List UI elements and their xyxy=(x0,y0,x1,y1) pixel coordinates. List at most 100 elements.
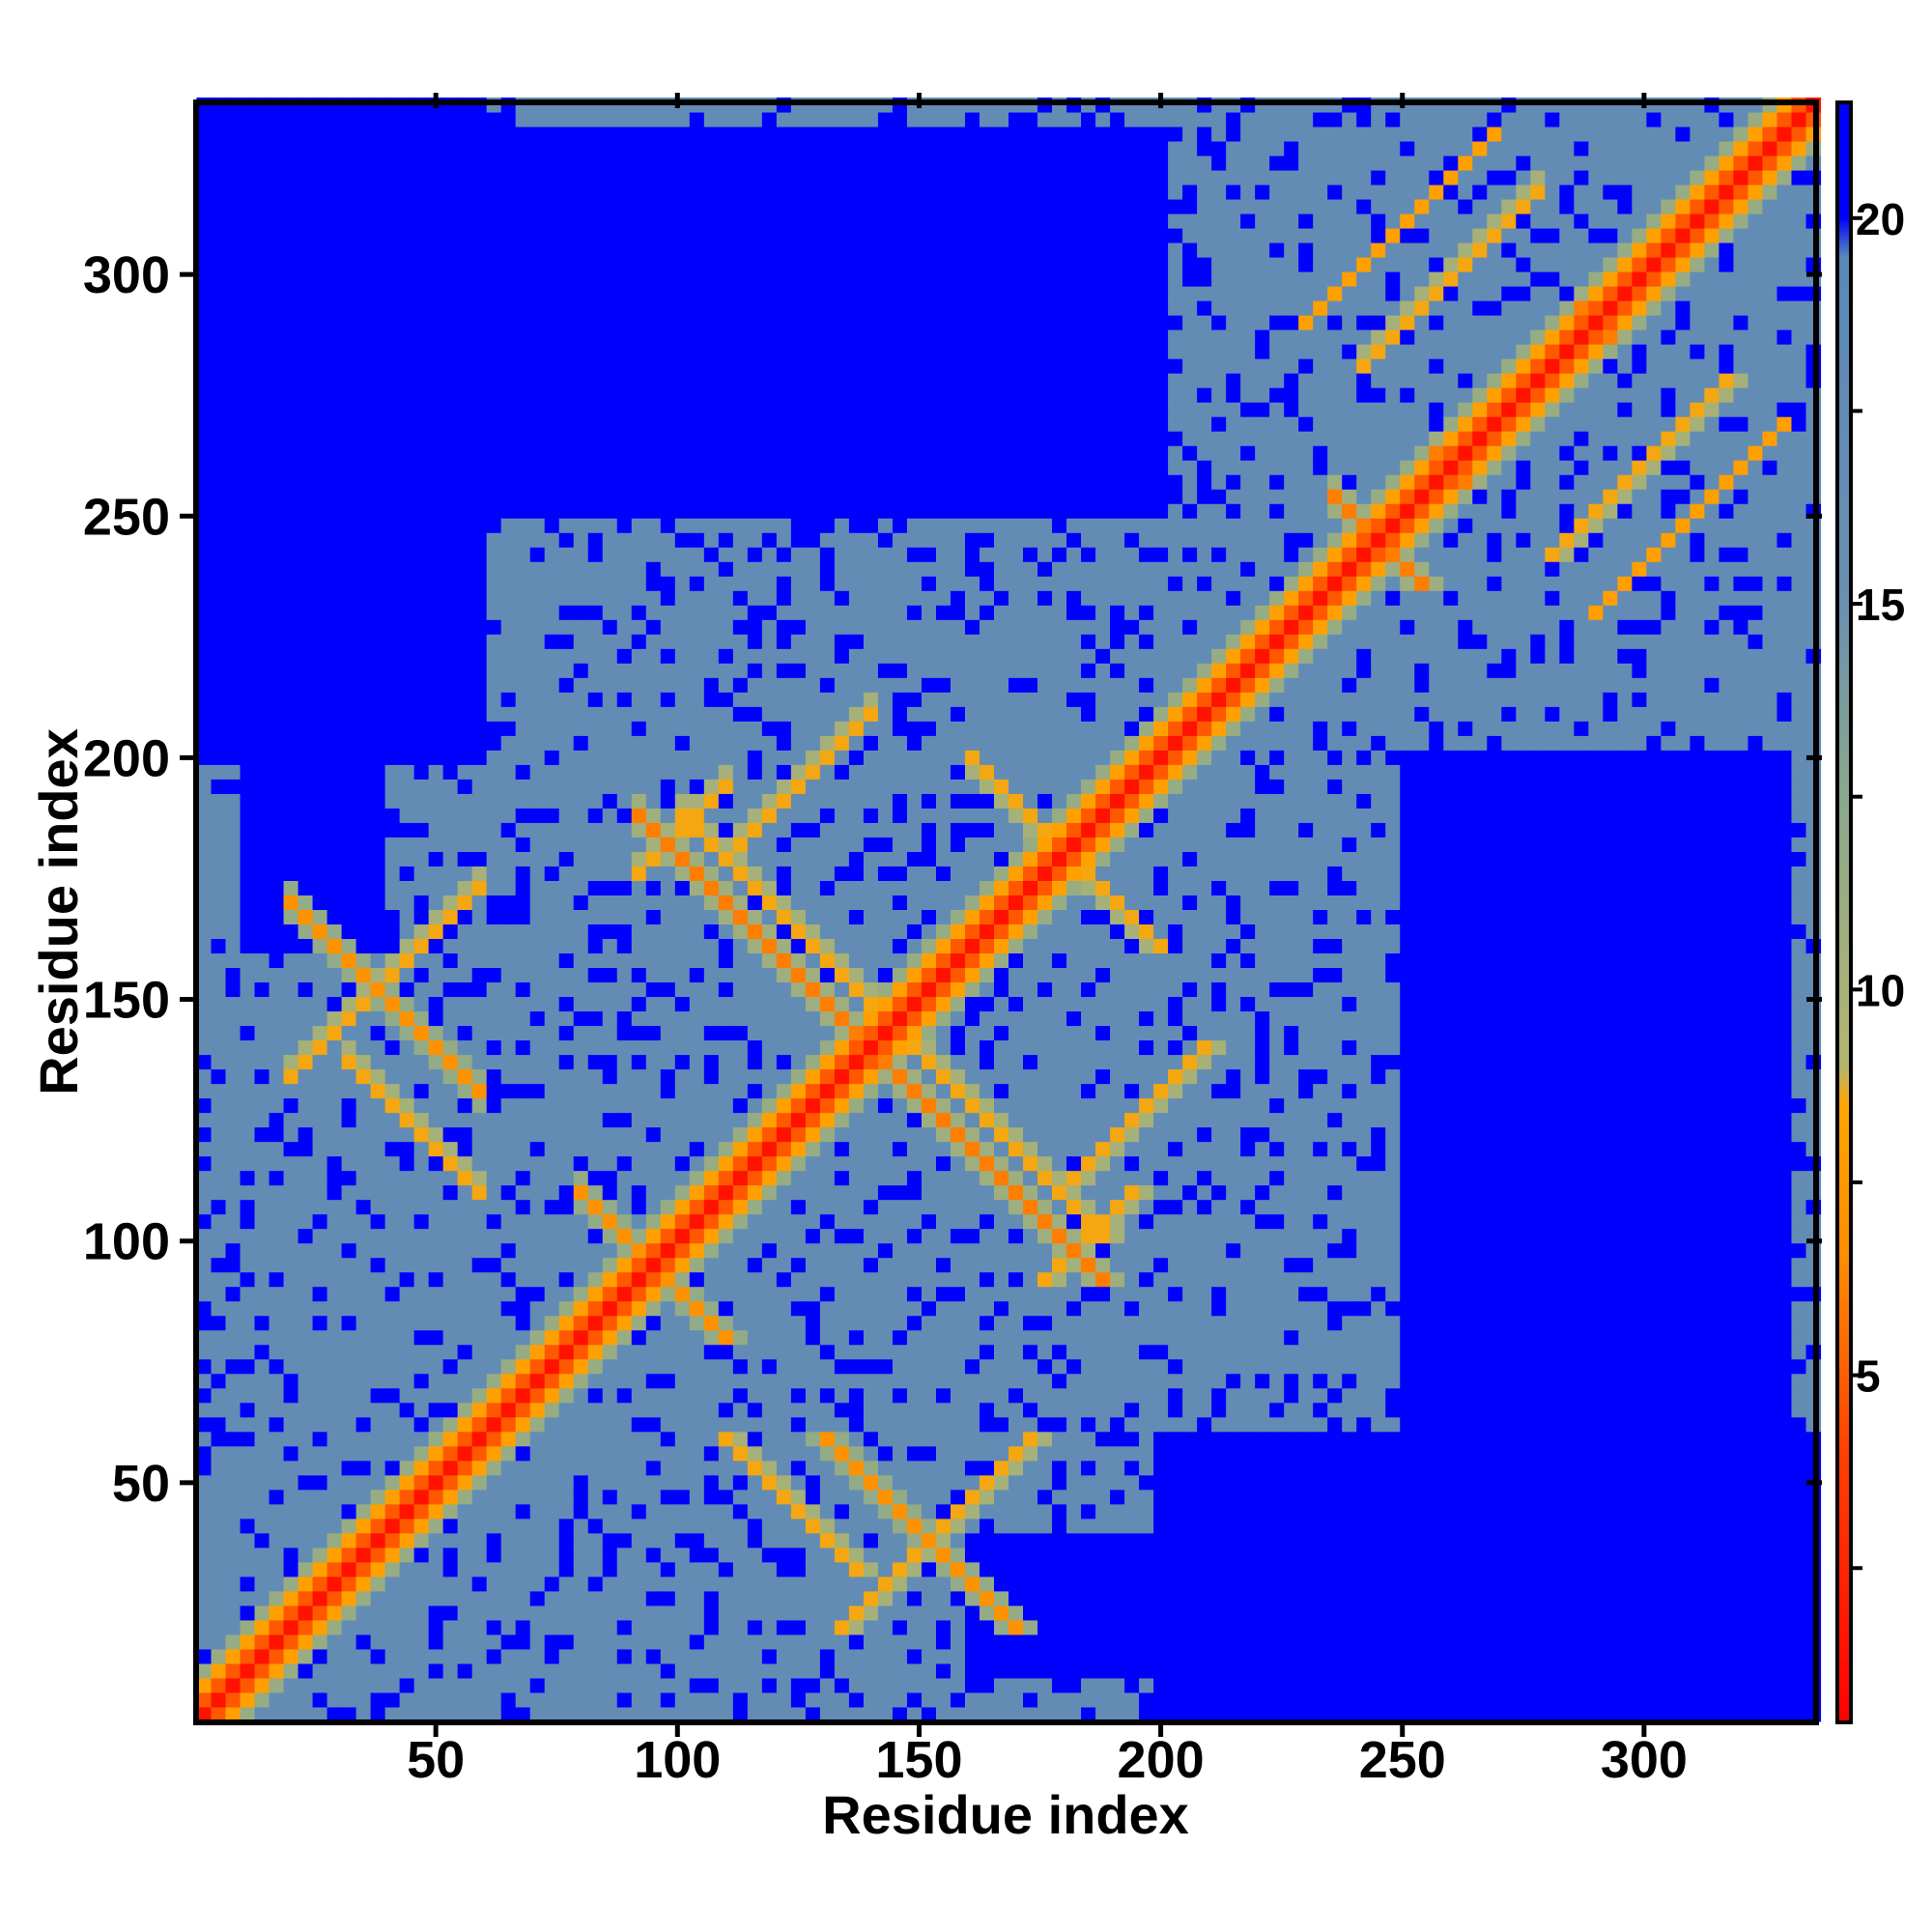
heatmap-cell xyxy=(602,1402,618,1418)
heatmap-cell xyxy=(544,923,560,940)
heatmap-cell xyxy=(298,489,314,504)
heatmap-cell xyxy=(819,300,836,316)
heatmap-cell xyxy=(544,1213,560,1230)
heatmap-cell xyxy=(573,735,589,751)
heatmap-cell xyxy=(834,1662,850,1679)
heatmap-cell xyxy=(269,692,285,707)
heatmap-cell xyxy=(355,648,372,664)
heatmap-cell xyxy=(747,1445,763,1462)
heatmap-cell xyxy=(602,1445,618,1462)
heatmap-cell xyxy=(819,503,836,519)
heatmap-cell xyxy=(515,996,531,1012)
heatmap-cell xyxy=(674,1228,691,1244)
heatmap-cell xyxy=(819,1155,836,1172)
heatmap-cell xyxy=(399,1474,415,1491)
heatmap-cell xyxy=(587,286,604,301)
heatmap-cell xyxy=(660,648,676,664)
heatmap-cell xyxy=(819,648,836,664)
heatmap-cell xyxy=(399,561,415,577)
heatmap-cell xyxy=(587,474,604,490)
heatmap-cell xyxy=(240,315,256,330)
heatmap-cell xyxy=(529,460,546,475)
heatmap-cell xyxy=(269,663,285,678)
heatmap-cell xyxy=(645,967,662,983)
heatmap-cell xyxy=(384,1329,401,1346)
heatmap-cell xyxy=(689,1141,705,1157)
heatmap-cell xyxy=(355,358,372,374)
heatmap-cell xyxy=(645,1532,662,1548)
heatmap-cell xyxy=(355,1576,372,1592)
heatmap-cell xyxy=(645,1025,662,1041)
heatmap-cell xyxy=(298,561,314,577)
heatmap-cell xyxy=(703,764,720,780)
heatmap-cell xyxy=(327,634,343,649)
heatmap-cell xyxy=(254,1358,270,1375)
heatmap-cell xyxy=(355,1170,372,1186)
heatmap-cell xyxy=(486,1532,502,1548)
heatmap-cell xyxy=(602,271,618,287)
heatmap-cell xyxy=(211,126,227,142)
heatmap-cell xyxy=(674,1054,691,1070)
heatmap-cell xyxy=(240,677,256,693)
heatmap-cell xyxy=(225,952,242,969)
heatmap-cell xyxy=(471,344,488,359)
heatmap-cell xyxy=(254,663,270,678)
heatmap-cell xyxy=(529,981,546,998)
heatmap-cell xyxy=(428,590,444,606)
heatmap-cell xyxy=(732,1619,749,1635)
heatmap-cell xyxy=(399,387,415,403)
heatmap-cell xyxy=(428,532,444,548)
heatmap-cell xyxy=(544,1489,560,1505)
heatmap-cell xyxy=(399,329,415,345)
heatmap-cell xyxy=(703,952,720,969)
heatmap-cell xyxy=(211,387,227,403)
heatmap-cell xyxy=(355,1213,372,1230)
heatmap-cell xyxy=(544,590,560,606)
heatmap-cell xyxy=(442,358,459,374)
heatmap-cell xyxy=(240,1590,256,1606)
heatmap-cell xyxy=(805,1199,821,1215)
heatmap-cell xyxy=(645,619,662,635)
heatmap-cell xyxy=(703,1619,720,1635)
heatmap-cell xyxy=(660,895,676,910)
heatmap-cell xyxy=(341,1691,357,1708)
heatmap-cell xyxy=(558,822,575,838)
heatmap-cell xyxy=(457,648,473,664)
heatmap-cell xyxy=(703,503,720,519)
heatmap-cell xyxy=(703,1677,720,1693)
heatmap-cell xyxy=(689,1112,705,1128)
heatmap-cell xyxy=(805,489,821,504)
heatmap-cell xyxy=(442,1489,459,1505)
heatmap-cell xyxy=(558,1431,575,1447)
heatmap-cell xyxy=(805,1358,821,1375)
heatmap-cell xyxy=(674,431,691,446)
heatmap-cell xyxy=(790,373,807,388)
heatmap-cell xyxy=(428,1155,444,1172)
heatmap-cell xyxy=(428,1634,444,1650)
heatmap-cell xyxy=(428,1112,444,1128)
heatmap-cell xyxy=(225,184,242,200)
heatmap-cell xyxy=(442,1373,459,1389)
heatmap-cell xyxy=(602,402,618,417)
heatmap-cell xyxy=(819,1025,836,1041)
heatmap-cell xyxy=(298,1619,314,1635)
heatmap-cell xyxy=(790,315,807,330)
heatmap-cell xyxy=(327,1474,343,1491)
heatmap-cell xyxy=(471,1271,488,1288)
heatmap-cell xyxy=(616,227,633,243)
heatmap-cell xyxy=(573,1300,589,1317)
heatmap-cell xyxy=(211,822,227,838)
heatmap-cell xyxy=(819,764,836,780)
heatmap-cell xyxy=(486,155,502,171)
heatmap-cell xyxy=(790,1126,807,1143)
heatmap-cell xyxy=(776,1503,792,1520)
heatmap-cell xyxy=(558,518,575,533)
heatmap-cell xyxy=(254,1662,270,1679)
heatmap-cell xyxy=(529,1315,546,1331)
heatmap-cell xyxy=(776,300,792,316)
heatmap-cell xyxy=(529,1648,546,1664)
heatmap-cell xyxy=(225,1097,242,1114)
heatmap-cell xyxy=(703,1039,720,1056)
heatmap-cell xyxy=(413,1083,430,1099)
heatmap-cell xyxy=(834,981,850,998)
